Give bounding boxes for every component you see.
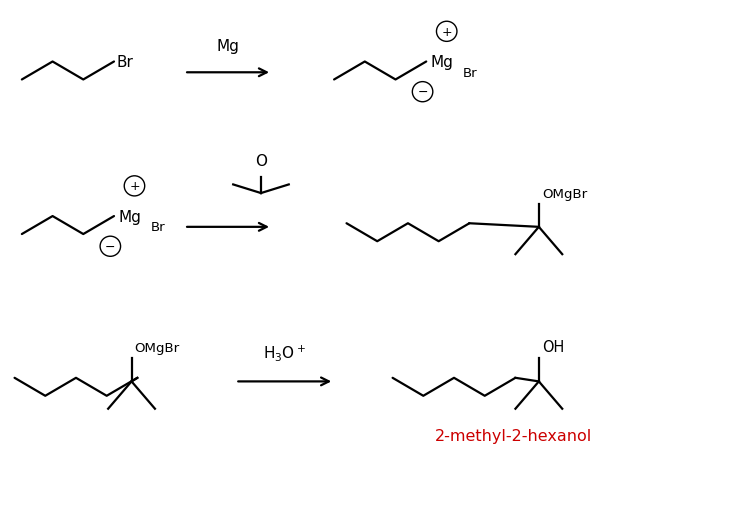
Text: 2-methyl-2-hexanol: 2-methyl-2-hexanol bbox=[435, 428, 592, 443]
Text: Br: Br bbox=[150, 221, 165, 234]
Text: Br: Br bbox=[463, 67, 477, 80]
Text: H$_3$O$^+$: H$_3$O$^+$ bbox=[264, 342, 306, 362]
Text: OMgBr: OMgBr bbox=[134, 341, 180, 355]
Text: Br: Br bbox=[117, 55, 134, 70]
Text: +: + bbox=[129, 180, 139, 193]
Text: OH: OH bbox=[542, 339, 564, 355]
Text: Mg: Mg bbox=[118, 209, 141, 224]
Text: Mg: Mg bbox=[217, 39, 239, 54]
Text: −: − bbox=[105, 240, 115, 253]
Text: +: + bbox=[441, 26, 452, 39]
Text: O: O bbox=[255, 154, 267, 169]
Text: Mg: Mg bbox=[431, 55, 454, 70]
Text: −: − bbox=[418, 86, 428, 99]
Text: OMgBr: OMgBr bbox=[542, 187, 587, 200]
